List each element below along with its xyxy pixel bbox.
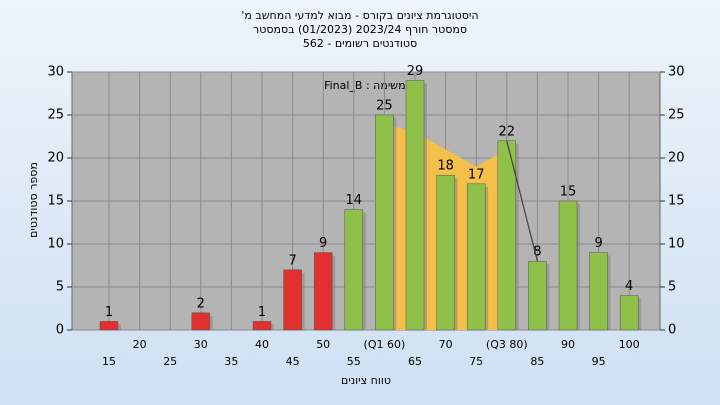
x-tick-label: 50 (316, 338, 330, 351)
bar (191, 312, 211, 331)
chart-subtitle: סטודנטים רשומים - 562 (303, 37, 417, 50)
x-tick-label: 30 (194, 338, 208, 351)
x-tick-label: 20 (133, 338, 147, 351)
x-tick-label: 65 (408, 355, 422, 368)
x-tick-label: 25 (163, 355, 177, 368)
data-label: 4 (625, 279, 633, 294)
data-label: 25 (376, 99, 393, 114)
data-label: 9 (594, 236, 602, 251)
annotation: במשימה : Final_B (324, 79, 412, 92)
data-label: 29 (407, 64, 424, 79)
chart-subtitle: סמסטר חורף 2023/24 (01/2023) בסמסטר (253, 23, 467, 36)
data-label: 15 (560, 185, 577, 200)
bar (589, 252, 608, 331)
bar (497, 140, 517, 331)
bar (528, 260, 547, 331)
bar (99, 321, 119, 331)
y-tick-label: 10 (47, 237, 64, 252)
chart-title: היסטוגרמת ציונים בקורס - מבוא למדעי המחש… (241, 9, 478, 22)
bar (405, 80, 425, 331)
x-axis-label: טווח ציונים (341, 374, 391, 387)
bar (466, 183, 486, 331)
line (506, 140, 538, 262)
y-tick-label: 15 (47, 194, 64, 209)
x-tick-label: 40 (255, 338, 269, 351)
data-label: 7 (288, 253, 296, 268)
bar (375, 114, 394, 331)
y-tick-label: 20 (47, 151, 64, 166)
data-label: 18 (437, 159, 454, 174)
data-label: 2 (197, 296, 205, 311)
y-tick-label: 30 (47, 65, 64, 80)
y-axis-label: מספר סטודנטים (27, 162, 40, 238)
x-tick-label: 95 (592, 355, 606, 368)
data-label: 8 (533, 245, 541, 260)
y2-tick-label: 0 (668, 323, 676, 338)
bar (344, 209, 364, 331)
bar (252, 321, 272, 331)
x-tick-label: 70 (439, 338, 453, 351)
y2-tick-label: 10 (668, 237, 685, 252)
data-label: 14 (346, 193, 363, 208)
y2-tick-label: 30 (668, 65, 685, 80)
bar (619, 295, 639, 331)
x-tick-label: (Q1 60) (364, 338, 406, 351)
x-tick-label: 55 (347, 355, 361, 368)
bar (436, 174, 455, 331)
x-tick-label: 45 (286, 355, 300, 368)
y2-tick-label: 20 (668, 151, 685, 166)
x-tick-label: 90 (561, 338, 575, 351)
data-label: 17 (468, 167, 485, 182)
data-label: 1 (105, 305, 113, 320)
y-tick-label: 0 (56, 323, 64, 338)
y2-tick-label: 25 (668, 108, 685, 123)
bar (313, 252, 333, 331)
y-tick-label: 25 (47, 108, 64, 123)
y-tick-label: 5 (56, 280, 64, 295)
x-tick-label: 100 (619, 338, 640, 351)
bar (283, 269, 302, 331)
x-tick-label: 35 (224, 355, 238, 368)
x-tick-label: (Q3 80) (486, 338, 528, 351)
x-tick-label: 85 (530, 355, 544, 368)
data-label: 9 (319, 236, 327, 251)
y2-tick-label: 5 (668, 280, 676, 295)
y2-tick-label: 15 (668, 194, 685, 209)
x-tick-label: 75 (469, 355, 483, 368)
data-label: 22 (499, 124, 516, 139)
bar (558, 200, 578, 331)
x-tick-label: 15 (102, 355, 116, 368)
data-label: 1 (258, 305, 266, 320)
